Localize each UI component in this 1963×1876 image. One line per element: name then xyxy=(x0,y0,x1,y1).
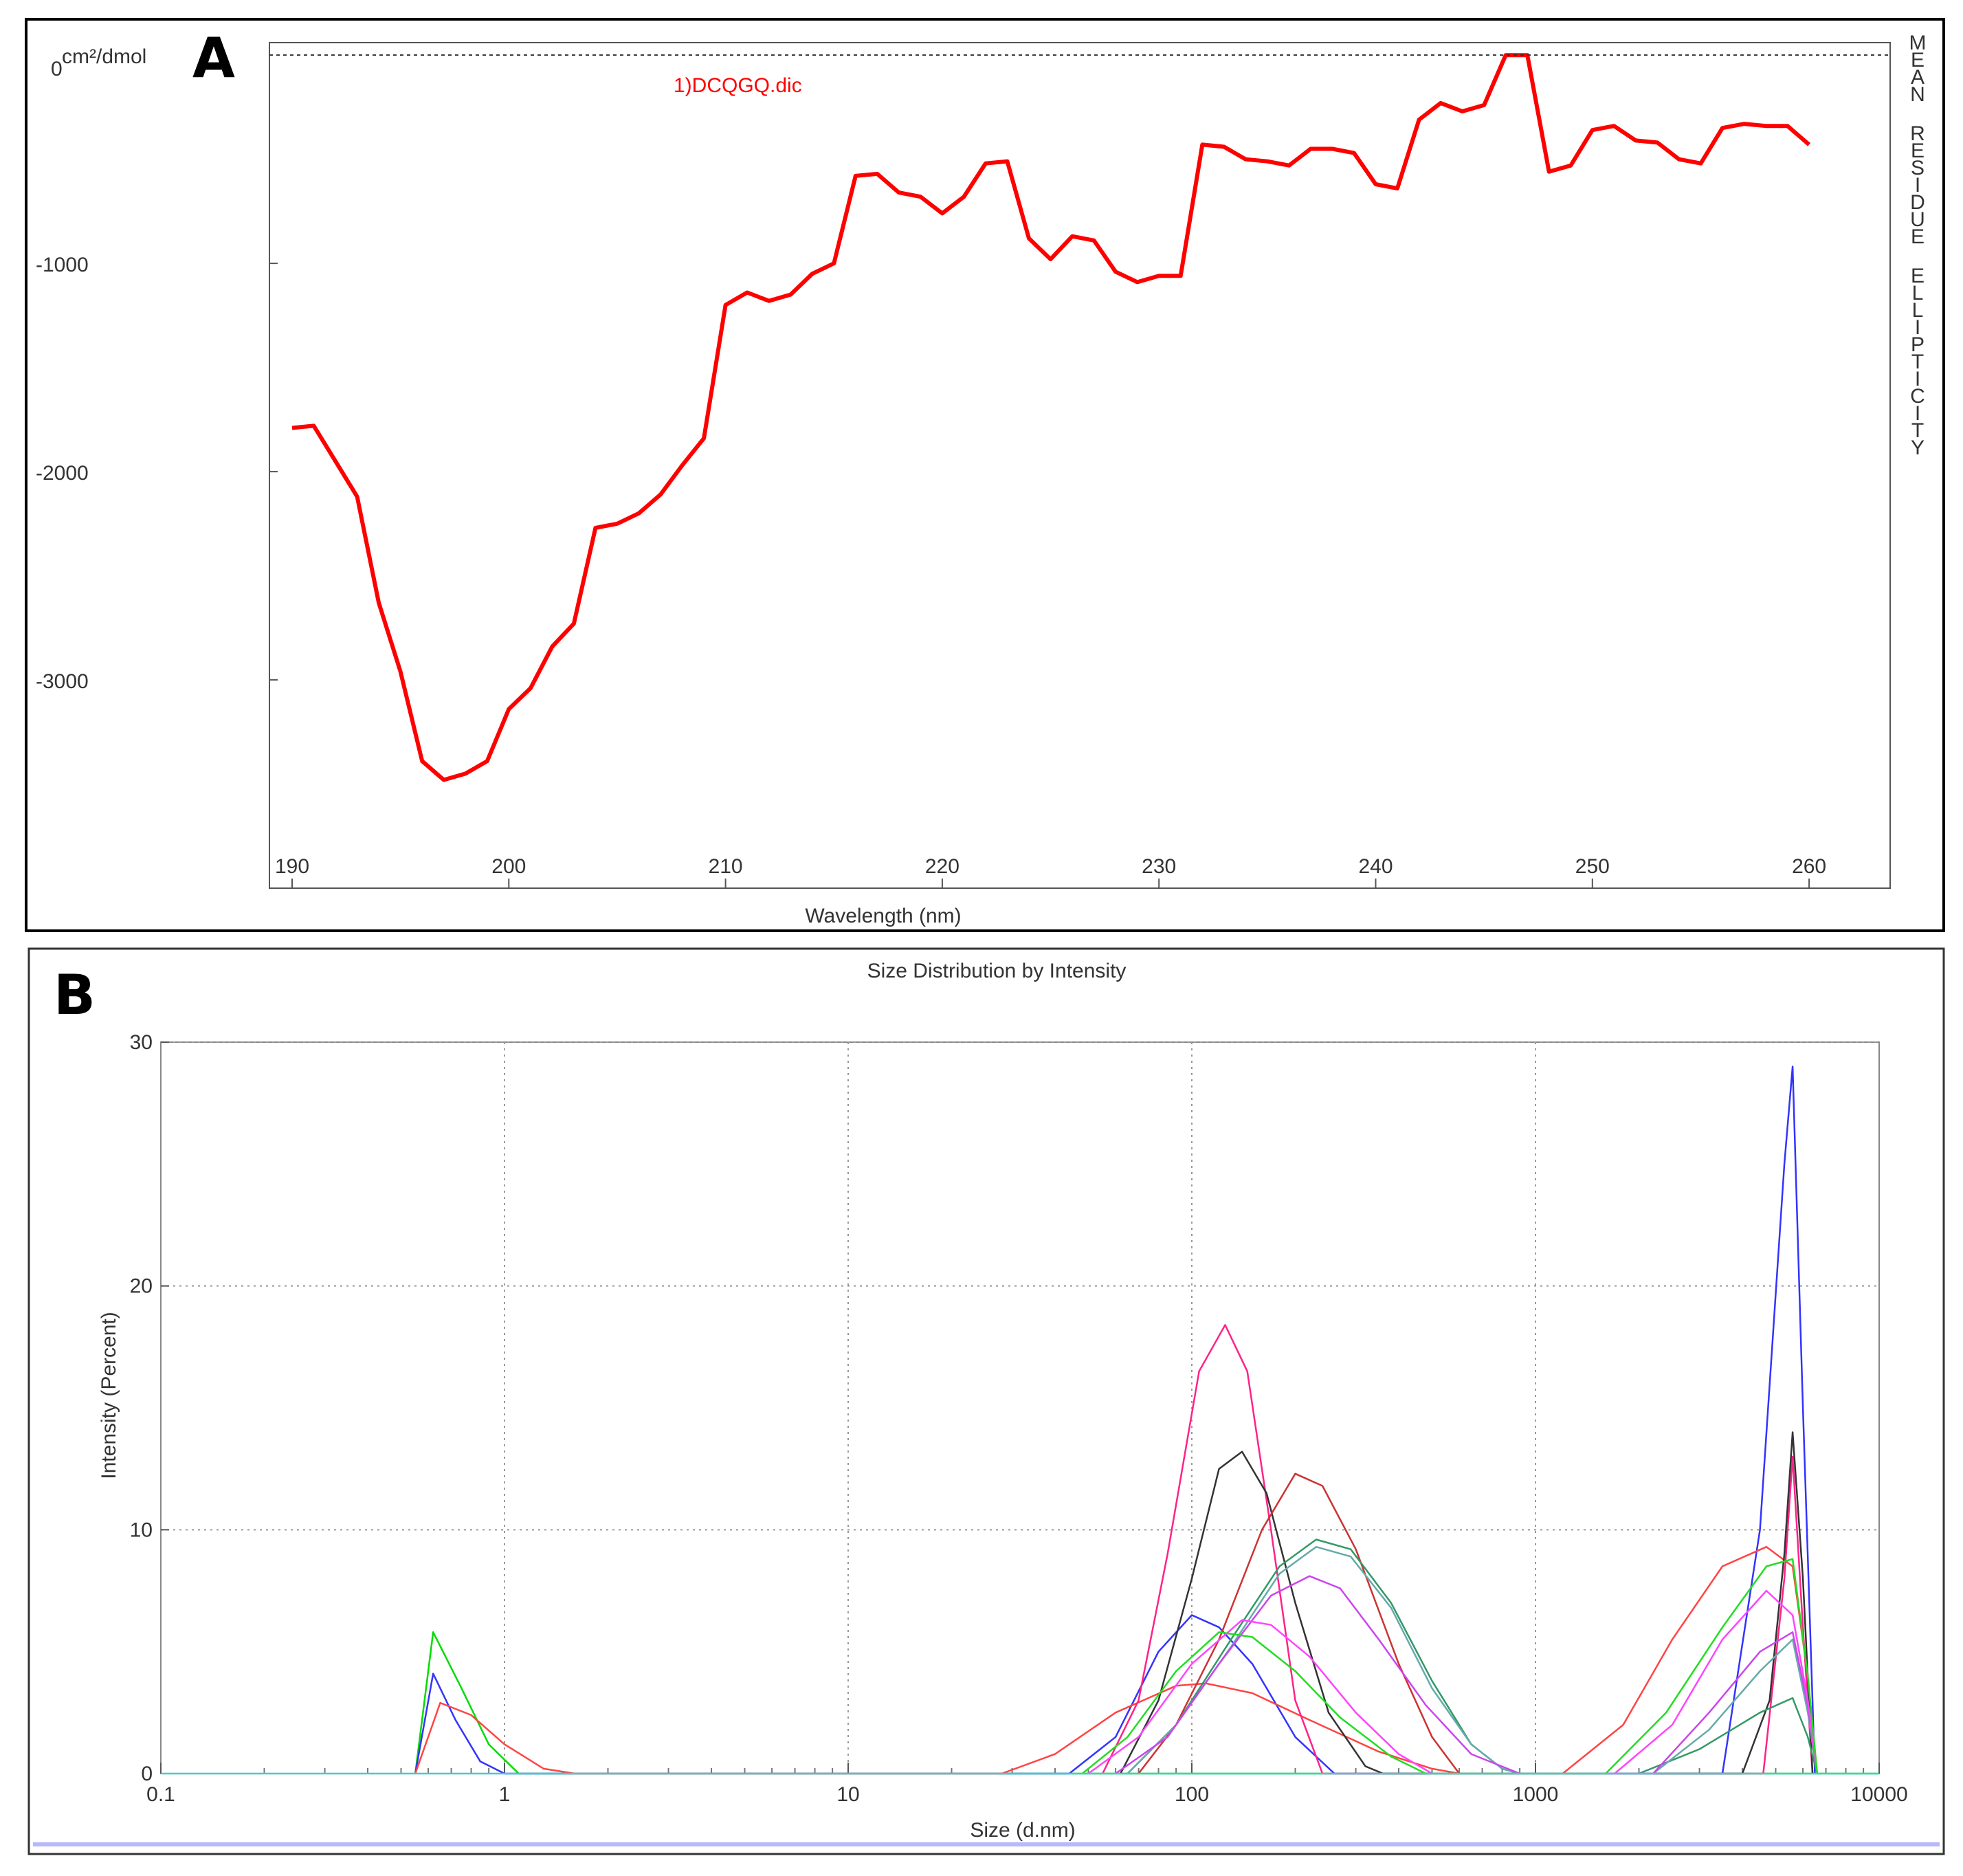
panel-b-series-red xyxy=(414,1545,1819,1775)
panel-b-xtick-label: 0.1 xyxy=(146,1783,175,1806)
panel-a-frame xyxy=(25,18,1945,932)
panel-a-xlabel: Wavelength (nm) xyxy=(805,905,961,927)
panel-a-yticks: 0 -1000 -2000 -3000 xyxy=(36,58,278,693)
panel-b-series-blue xyxy=(414,1066,1816,1775)
panel-a-right-label-letter: R xyxy=(1910,122,1925,145)
panel-b-title: Size Distribution by Intensity xyxy=(867,960,1127,982)
panel-b-xtick-label: 10000 xyxy=(1850,1783,1907,1806)
panel-a-plot-area xyxy=(269,42,1891,889)
panel-b-xticks: 0.1 1 10 100 1000 10000 xyxy=(146,1763,1908,1806)
panel-b-xtick-label: 10 xyxy=(836,1783,859,1806)
panel-a-right-label-letter: I xyxy=(1915,316,1920,339)
panel-b-series-lime xyxy=(1081,1558,1819,1775)
panel-b-series-pink xyxy=(1102,1324,1814,1775)
panel-a-lines xyxy=(291,53,1811,782)
panel-a-series-line xyxy=(291,53,1811,782)
panel-a-xticks: 190 200 210 220 230 240 250 260 xyxy=(275,855,1826,888)
panel-b-xtick-label: 100 xyxy=(1175,1783,1209,1806)
panel-b-series-magenta xyxy=(1087,1589,1819,1775)
panel-a-right-label-letter: A xyxy=(1911,66,1925,89)
panel-a-ytick-label: -2000 xyxy=(36,462,89,485)
panel-a-letter: A xyxy=(192,26,235,90)
panel-b-series-grayblue xyxy=(1127,1545,1819,1775)
panel-b: B Size Distribution by Intensity Size (d… xyxy=(27,947,1945,1855)
panel-a-right-label-letter: I xyxy=(1915,368,1920,390)
panel-a-ytick-label: -1000 xyxy=(36,254,89,276)
panel-a-xtick-label: 250 xyxy=(1575,855,1610,878)
panel-b-ylabel: Intensity (Percent) xyxy=(98,1312,120,1479)
panel-a-right-label-letter: T xyxy=(1911,419,1924,442)
panel-a-right-label-letter: L xyxy=(1912,282,1924,305)
panel-b-xtick-label: 1000 xyxy=(1513,1783,1559,1806)
panel-b-letter: B xyxy=(54,963,96,1027)
panel-b-ytick-label: 30 xyxy=(130,1031,153,1054)
panel-a-ytick-label: 0 xyxy=(51,58,63,80)
panel-a-ylabel: cm²/dmol xyxy=(62,45,146,68)
panel-a-right-label-letter: I xyxy=(1915,402,1920,425)
panel-a-xtick-label: 240 xyxy=(1358,855,1393,878)
panel-a-right-label-letter: E xyxy=(1911,49,1925,71)
panel-a-right-label-letter: E xyxy=(1911,140,1925,162)
panel-a-right-label-letter: I xyxy=(1915,174,1920,197)
panel-b-series-violet xyxy=(1115,1575,1819,1775)
panel-a-right-label-letter: S xyxy=(1911,157,1925,179)
panel-a-right-label-letter: C xyxy=(1910,385,1925,408)
panel-b-series-brown xyxy=(1138,1472,1461,1774)
panel-b-xlabel: Size (d.nm) xyxy=(970,1819,1075,1842)
panel-b-yticks: 0 10 20 30 xyxy=(130,1031,169,1785)
panel-a-xtick-label: 210 xyxy=(709,855,743,878)
panel-a-right-label-letter: L xyxy=(1912,299,1924,322)
panel-b-ytick-label: 10 xyxy=(130,1519,153,1541)
panel-a-legend: 1)DCQGQ.dic xyxy=(674,74,802,97)
panel-a-right-label-letter: P xyxy=(1911,333,1925,356)
panel-a-right-label-letter: E xyxy=(1911,265,1925,287)
panel-a-right-label-letter: N xyxy=(1910,83,1925,106)
panel-a-right-label-letter: E xyxy=(1911,225,1925,248)
panel-a-right-label-letter: T xyxy=(1911,351,1924,373)
panel-a-right-label-letter: Y xyxy=(1911,437,1925,459)
panel-a-xtick-label: 230 xyxy=(1142,855,1176,878)
panel-b-ytick-label: 20 xyxy=(130,1275,153,1298)
panel-b-frame xyxy=(27,947,1945,1855)
panel-b-lines xyxy=(161,1066,1879,1775)
panel-a-xtick-label: 190 xyxy=(275,855,309,878)
panel-b-ytick-label: 0 xyxy=(141,1763,153,1785)
panel-b-grid xyxy=(161,1041,1879,1774)
panel-a-xtick-label: 220 xyxy=(925,855,960,878)
panel-a-ytick-label: -3000 xyxy=(36,670,89,693)
panel-a-right-label-letter: M xyxy=(1909,32,1927,54)
panel-b-series-black xyxy=(1120,1431,1814,1775)
panel-a-xtick-label: 260 xyxy=(1792,855,1826,878)
panel-b-xtick-label: 1 xyxy=(499,1783,511,1806)
panel-a-xtick-label: 200 xyxy=(491,855,526,878)
panel-a-right-label-letter: U xyxy=(1910,208,1925,231)
panel-a-right-label-letter: D xyxy=(1910,191,1925,214)
panel-a: A cm²/dmol 1)DCQGQ.dic Wavelength (nm) 1… xyxy=(25,18,1945,932)
